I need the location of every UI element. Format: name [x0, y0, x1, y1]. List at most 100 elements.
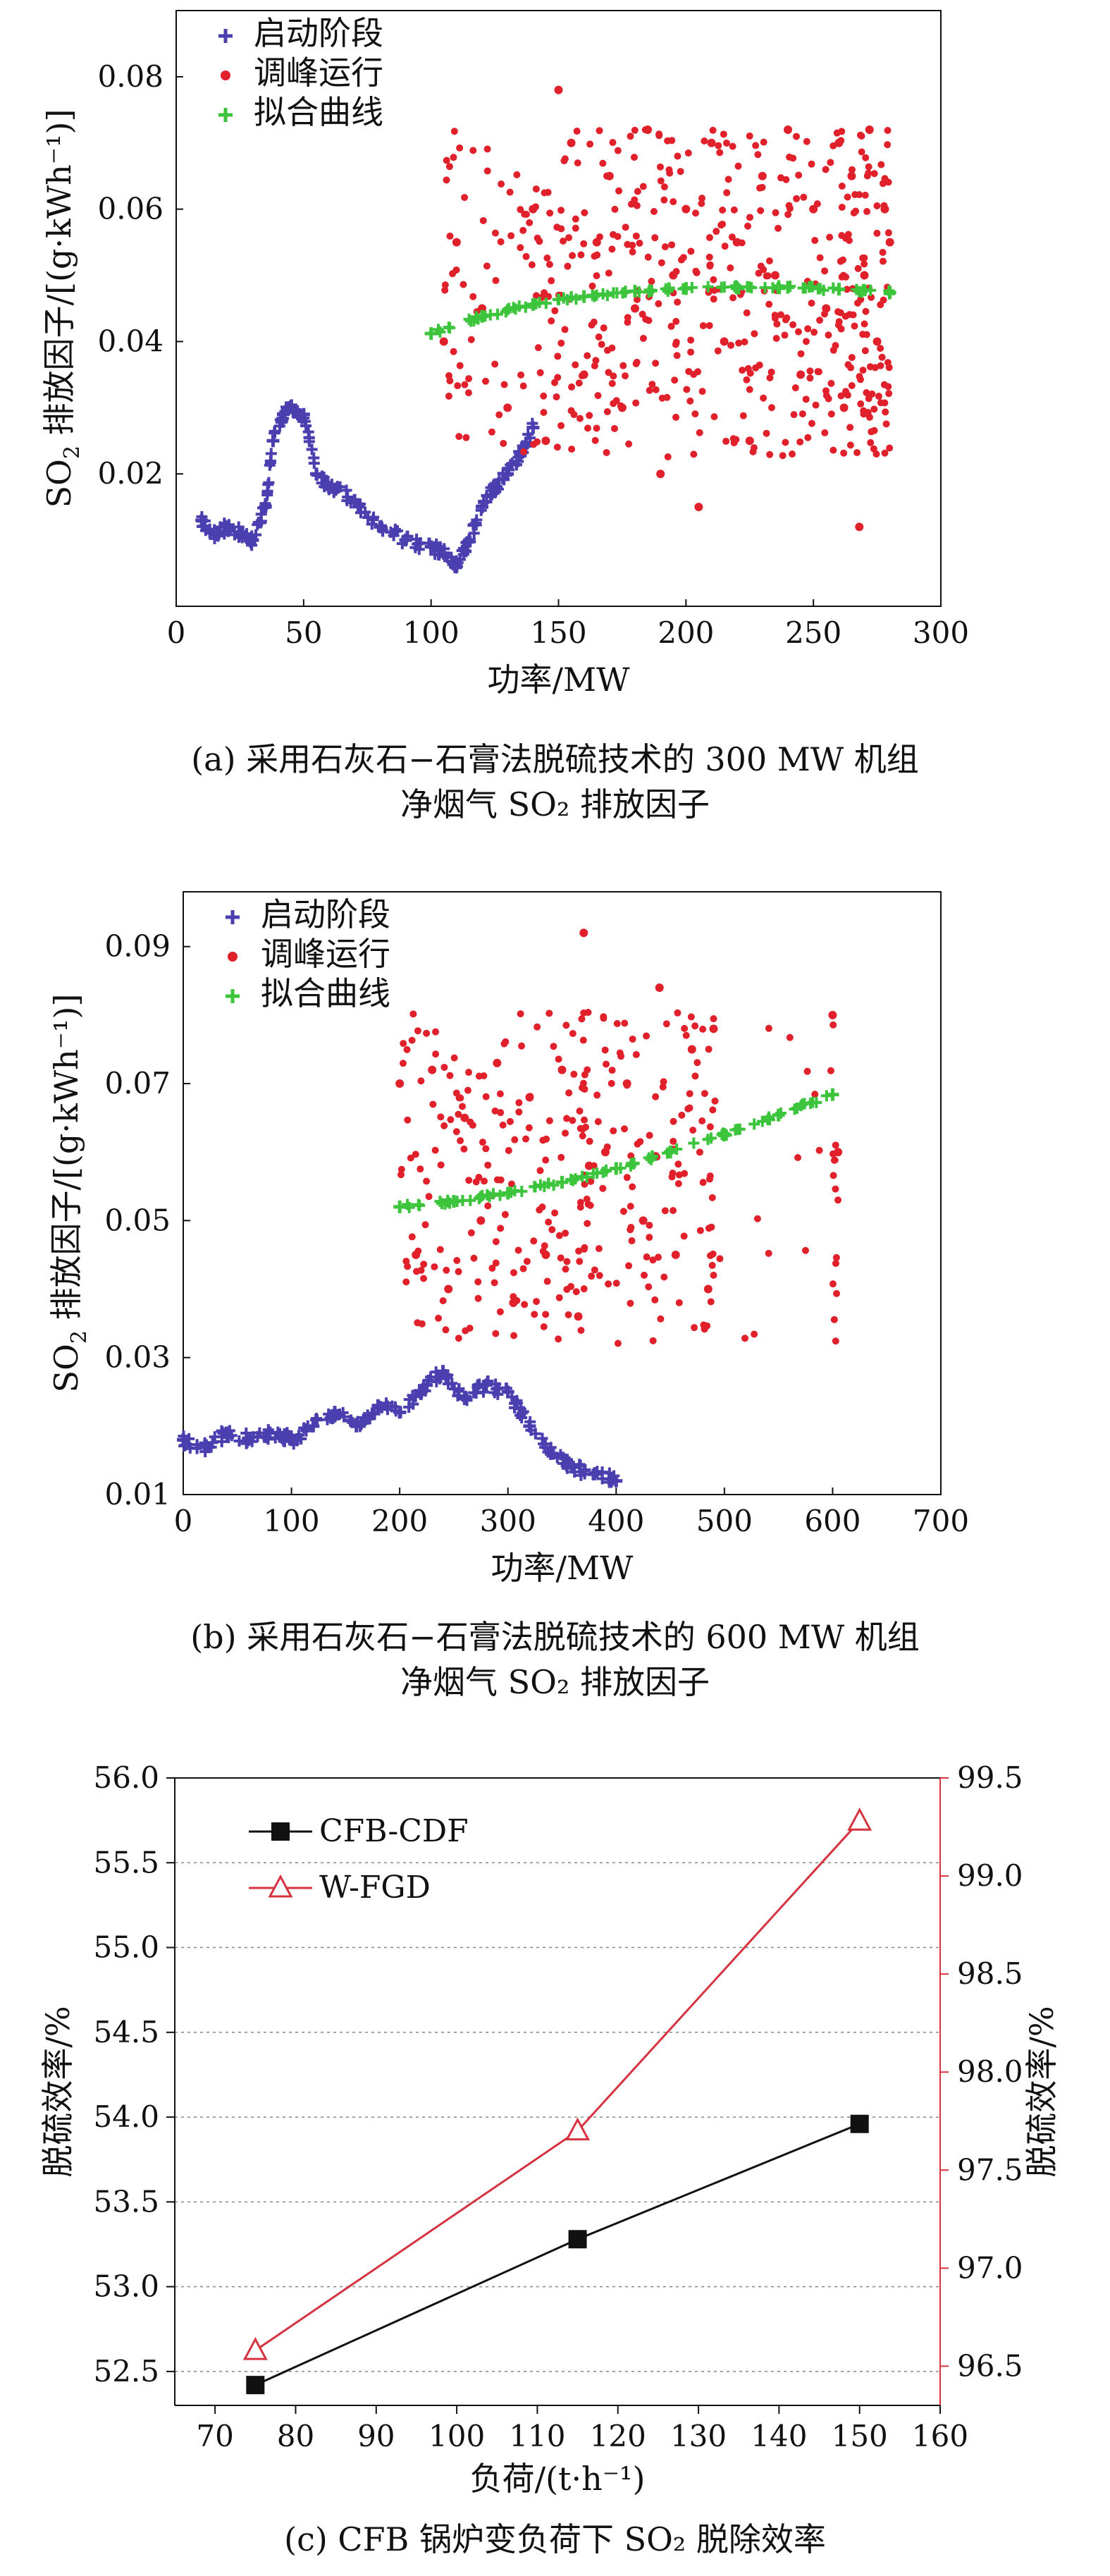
data-point-fill: [631, 126, 639, 134]
data-point-fill: [603, 448, 610, 456]
data-point-fill: [665, 1145, 677, 1157]
data-point-fill: [576, 1198, 584, 1206]
data-point-fill: [468, 518, 480, 530]
data-point-fill: [490, 486, 502, 498]
data-point-fill: [264, 456, 276, 468]
data-point-fill: [536, 1167, 544, 1174]
data-point-fill: [657, 1315, 665, 1323]
data-point-fill: [497, 238, 505, 245]
x-tick-label: 500: [696, 1504, 753, 1538]
y-right-tick-label: 98.0: [957, 2054, 1023, 2089]
data-point-fill: [450, 128, 458, 135]
plot-frame: [183, 891, 942, 1495]
data-point-fill: [794, 328, 802, 336]
data-point-fill: [455, 1335, 462, 1342]
data-point-fill: [674, 1180, 682, 1188]
data-point-fill: [756, 1115, 768, 1127]
data-point-fill: [837, 257, 844, 265]
data-point-fill: [643, 1253, 650, 1261]
data-point-fill: [668, 137, 676, 145]
data-point-fill: [441, 286, 449, 294]
data-point-fill: [723, 189, 731, 197]
data-point-fill: [871, 364, 879, 372]
data-point-fill: [760, 266, 767, 274]
data-point-fill: [706, 262, 714, 269]
data-point-fill: [520, 436, 532, 448]
data-point-fill: [813, 200, 821, 208]
data-point-fill: [409, 1010, 417, 1018]
data-point-fill: [873, 202, 881, 209]
data-point-fill: [671, 1143, 683, 1155]
y-left-tick-label: 53.0: [93, 2269, 159, 2304]
data-point-fill: [636, 1138, 644, 1146]
data-point-fill: [575, 1247, 583, 1255]
data-point-fill: [479, 1139, 486, 1146]
data-point-fill: [587, 1167, 599, 1179]
data-point-fill: [496, 1090, 504, 1098]
data-point-fill: [587, 1177, 595, 1185]
data-point-fill: [614, 233, 622, 240]
data-point-fill: [865, 169, 872, 177]
data-point-fill: [581, 209, 588, 216]
data-point-fill: [721, 243, 729, 250]
data-point-fill: [565, 1089, 573, 1097]
data-point-fill: [857, 400, 865, 407]
data-point-fill: [402, 1278, 410, 1286]
caption-b: (b) 采用石灰石−石膏法脱硫技术的 600 MW 机组 净烟气 SO₂ 排放因…: [0, 1614, 1110, 1705]
data-point-fill: [608, 245, 616, 253]
data-point-fill: [540, 408, 548, 416]
data-point-fill: [810, 329, 818, 336]
data-point-fill: [591, 1266, 598, 1274]
data-point-fill: [644, 253, 652, 261]
legend-label: W-FGD: [319, 1870, 431, 1906]
data-point-fill: [643, 286, 655, 298]
data-point-fill: [827, 379, 835, 387]
data-point-fill: [672, 338, 680, 346]
y-tick-label: 0.09: [104, 929, 171, 964]
data-point-fill: [802, 338, 810, 345]
data-point-fill: [243, 535, 255, 547]
data-point-fill: [777, 311, 784, 319]
data-point-fill: [437, 1113, 445, 1121]
data-point-fill: [548, 317, 555, 325]
data-point-fill: [442, 1369, 454, 1381]
data-point: [745, 436, 754, 446]
data-point-fill: [511, 1394, 523, 1406]
data-point-fill: [646, 386, 653, 394]
data-point: [444, 1284, 453, 1294]
data-point-fill: [765, 1024, 772, 1032]
data-point-fill: [870, 405, 878, 413]
data-point-fill: [593, 272, 600, 280]
data-point-fill: [543, 1277, 551, 1285]
data-point-fill: [599, 159, 607, 167]
data-point-fill: [663, 393, 671, 401]
data-point-fill: [882, 408, 889, 416]
data-point-fill: [455, 433, 463, 441]
data-point-fill: [705, 233, 713, 241]
data-point-fill: [861, 347, 869, 355]
data-point: [707, 138, 716, 147]
data-point: [503, 403, 512, 412]
series-1: [439, 85, 894, 532]
data-point-fill: [793, 133, 801, 140]
data-point-fill: [682, 1031, 690, 1039]
y-left-tick-label: 53.5: [93, 2184, 159, 2219]
data-point-fill: [572, 215, 579, 223]
data-point-fill: [445, 372, 452, 379]
data-point: [855, 522, 864, 532]
data-point-fill: [576, 1107, 584, 1115]
data-point-fill: [526, 417, 538, 429]
data-point-fill: [420, 1261, 428, 1268]
data-point-fill: [851, 191, 859, 199]
data-point-fill: [596, 127, 603, 135]
data-point-fill: [258, 502, 270, 514]
data-point-fill: [861, 260, 868, 268]
data-point-square: [568, 2230, 587, 2249]
data-point-fill: [724, 176, 732, 183]
data-point-fill: [746, 214, 753, 221]
data-point-fill: [450, 348, 457, 355]
data-point-fill: [803, 137, 810, 145]
data-point-fill: [657, 177, 665, 185]
x-tick-label: 80: [277, 2419, 314, 2453]
data-point-fill: [584, 1009, 592, 1017]
